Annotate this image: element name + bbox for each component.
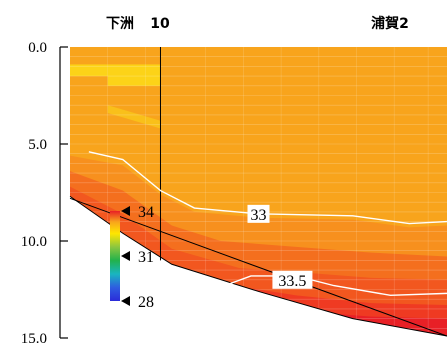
reference-diagonal-line xyxy=(69,197,447,337)
isohaline-contours: 33 33.5 xyxy=(88,151,447,297)
colorbar-pointer xyxy=(121,251,130,261)
contour-line xyxy=(224,275,447,297)
y-tick-label: 5.0 xyxy=(28,137,47,153)
fill-light-streak xyxy=(107,105,161,129)
station-label: 10 xyxy=(150,16,170,32)
station-label: 下洲 xyxy=(106,16,134,32)
fill-light-patch xyxy=(70,64,108,77)
y-tick-label: 15.0 xyxy=(21,331,47,347)
colorbar-label: 31 xyxy=(138,249,154,266)
station-label: 浦賀2 xyxy=(371,15,409,32)
colorbar-pointer xyxy=(121,296,130,306)
colorbar: 34 31 28 xyxy=(110,204,154,311)
y-tick-label: 0.0 xyxy=(28,40,47,56)
contour-label: 33 xyxy=(251,207,267,224)
colorbar-label: 28 xyxy=(138,294,154,311)
contour-label-box xyxy=(272,270,313,289)
colorbar-label: 34 xyxy=(138,204,154,221)
section-fill xyxy=(70,47,447,337)
y-axis-ticks: 0.0 5.0 10.0 15.0 xyxy=(21,40,68,347)
fill-light-patch xyxy=(107,64,161,86)
contour-label-box xyxy=(247,204,270,223)
colorbar-pointer xyxy=(121,206,130,216)
colorbar-gradient xyxy=(110,211,120,301)
y-tick-label: 10.0 xyxy=(21,234,47,250)
contour-line xyxy=(88,151,447,225)
station-markers: 下洲 10 浦賀2 xyxy=(106,15,409,32)
contour-label: 33.5 xyxy=(278,273,306,290)
